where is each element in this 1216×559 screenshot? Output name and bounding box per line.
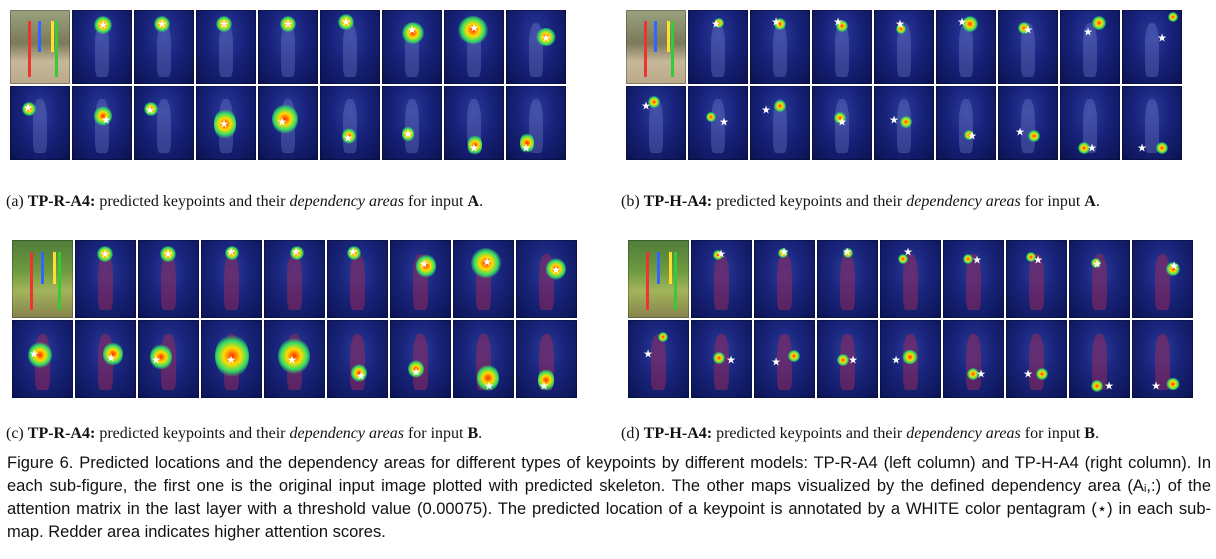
keypoint-star: ★	[163, 247, 173, 261]
keypoint-star: ★	[157, 17, 167, 31]
keypoint-star: ★	[403, 127, 413, 141]
keypoint-star: ★	[716, 247, 726, 261]
keypoint-star: ★	[219, 117, 229, 131]
keypoint-star: ★	[291, 245, 301, 259]
keypoint-star: ★	[407, 23, 417, 37]
keypoint-star: ★	[151, 353, 161, 367]
keypoint-star: ★	[283, 17, 293, 31]
keypoint-star: ★	[891, 353, 901, 367]
keypoint-star: ★	[106, 351, 116, 365]
figure-caption-text: Predicted locations and the dependency a…	[7, 454, 1211, 541]
keypoint-star: ★	[521, 141, 531, 155]
keypoint-star: ★	[1087, 141, 1097, 155]
keypoint-star: ★	[641, 99, 651, 113]
keypoint-star: ★	[541, 31, 551, 45]
keypoint-star: ★	[341, 15, 351, 29]
keypoint-star: ★	[726, 353, 736, 367]
keypoint-star: ★	[1157, 31, 1167, 45]
keypoint-star: ★	[895, 17, 905, 31]
keypoint-star: ★	[1151, 379, 1161, 393]
subfigure-c-grid: ★ ★ ★ ★ ★ ★ ★ ★ ★ ★ ★ ★ ★ ★ ★ ★ ★	[12, 240, 577, 400]
keypoint-star: ★	[967, 129, 977, 143]
figure-caption: Figure 6. Predicted locations and the de…	[7, 452, 1211, 544]
original-input-tile	[626, 10, 686, 84]
keypoint-star: ★	[711, 17, 721, 31]
subfigure-c-caption: (c) TP-R-A4: predicted keypoints and the…	[6, 425, 483, 442]
figure-label: Figure 6.	[7, 454, 74, 472]
keypoint-star: ★	[1015, 125, 1025, 139]
keypoint-star: ★	[1169, 259, 1179, 273]
original-input-tile	[12, 240, 73, 318]
keypoint-star: ★	[23, 101, 33, 115]
keypoint-star: ★	[482, 255, 492, 269]
keypoint-star: ★	[848, 353, 858, 367]
keypoint-star: ★	[771, 15, 781, 29]
keypoint-star: ★	[837, 115, 847, 129]
keypoint-star: ★	[226, 353, 236, 367]
keypoint-star: ★	[1083, 25, 1093, 39]
keypoint-star: ★	[976, 367, 986, 381]
subfigure-d-grid: ★ ★ ★ ★ ★ ★ ★ ★ ★ ★ ★ ★ ★ ★ ★ ★ ★	[628, 240, 1193, 400]
keypoint-star: ★	[226, 245, 236, 259]
original-input-tile	[10, 10, 70, 84]
keypoint-star: ★	[348, 245, 358, 259]
keypoint-star: ★	[411, 365, 421, 379]
keypoint-star: ★	[1023, 367, 1033, 381]
keypoint-star: ★	[29, 347, 39, 361]
keypoint-star: ★	[100, 247, 110, 261]
keypoint-star: ★	[1033, 253, 1043, 267]
keypoint-star: ★	[145, 103, 155, 117]
keypoint-star: ★	[287, 353, 297, 367]
keypoint-star: ★	[469, 21, 479, 35]
keypoint-star: ★	[889, 113, 899, 127]
keypoint-star: ★	[98, 18, 108, 32]
keypoint-star: ★	[551, 263, 561, 277]
keypoint-star: ★	[1023, 23, 1033, 37]
original-input-tile	[628, 240, 689, 318]
keypoint-star: ★	[643, 347, 653, 361]
keypoint-star: ★	[833, 15, 843, 29]
subfigure-b-caption: (b) TP-H-A4: predicted keypoints and the…	[621, 193, 1100, 210]
keypoint-star: ★	[539, 379, 549, 393]
subfigure-b-grid: ★ ★ ★ ★ ★ ★ ★ ★ ★ ★ ★ ★ ★ ★ ★ ★ ★	[626, 10, 1182, 162]
keypoint-star: ★	[419, 257, 429, 271]
keypoint-star: ★	[1104, 379, 1114, 393]
keypoint-star: ★	[356, 369, 366, 383]
keypoint-star: ★	[842, 245, 852, 259]
keypoint-star: ★	[469, 141, 479, 155]
keypoint-star: ★	[101, 113, 111, 127]
keypoint-star: ★	[484, 379, 494, 393]
subfigure-d-caption: (d) TP-H-A4: predicted keypoints and the…	[621, 425, 1099, 442]
subfigure-a-caption: (a) TP-R-A4: predicted keypoints and the…	[6, 193, 484, 210]
subfigure-a-grid: ★ ★ ★ ★ ★ ★ ★ ★ ★ ★ ★ ★ ★ ★ ★ ★ ★	[10, 10, 566, 162]
keypoint-star: ★	[957, 15, 967, 29]
keypoint-star: ★	[903, 245, 913, 259]
keypoint-star: ★	[277, 115, 287, 129]
keypoint-star: ★	[719, 115, 729, 129]
keypoint-star: ★	[972, 253, 982, 267]
keypoint-star: ★	[779, 245, 789, 259]
keypoint-star: ★	[219, 17, 229, 31]
keypoint-star: ★	[761, 103, 771, 117]
keypoint-star: ★	[1092, 257, 1102, 271]
keypoint-star: ★	[343, 131, 353, 145]
keypoint-star: ★	[771, 355, 781, 369]
keypoint-star: ★	[1137, 141, 1147, 155]
